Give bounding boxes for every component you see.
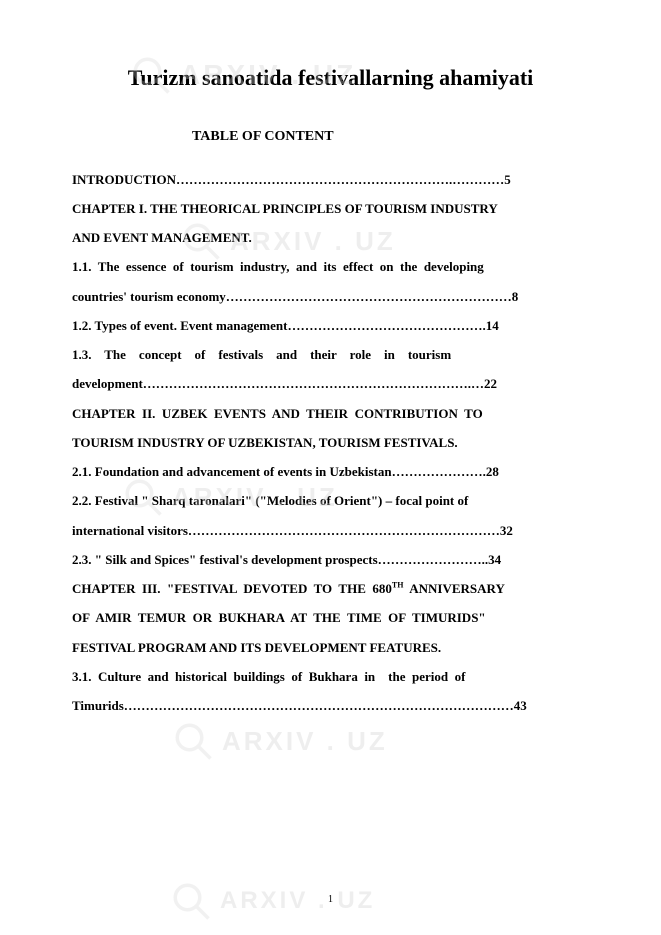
toc-2-1: 2.1. Foundation and advancement of event… — [72, 457, 589, 486]
toc-1-1-line-2: countries' tourism economy……………………………………… — [72, 282, 589, 311]
page: ARXIV . UZ ARXIV . UZ ARXIV . UZ ARXIV .… — [0, 0, 661, 935]
magnifier-icon — [172, 720, 214, 762]
document-title: Turizm sanoatida festivallarning ahamiya… — [72, 64, 589, 93]
toc-chapter-3-line-1a: CHAPTER III. "FESTIVAL DEVOTED TO THE 68… — [72, 581, 392, 596]
toc-header: TABLE OF CONTENT — [192, 129, 589, 145]
toc-chapter-3-line-1: CHAPTER III. "FESTIVAL DEVOTED TO THE 68… — [72, 574, 589, 603]
toc-3-1-line-1: 3.1. Culture and historical buildings of… — [72, 662, 589, 691]
toc-3-1-line-2: Timurids………………………………………………………………………………43 — [72, 691, 589, 720]
toc-chapter-3-line-1b: ANNIVERSARY — [403, 581, 504, 596]
toc-2-2-line-2: international visitors………………………………………………… — [72, 516, 589, 545]
page-number: 1 — [0, 894, 661, 905]
ordinal-th: TH — [392, 581, 404, 590]
toc-intro: INTRODUCTION……………………………………………………….…………5 — [72, 165, 589, 194]
toc-1-2: 1.2. Types of event. Event management………… — [72, 311, 589, 340]
watermark-text: ARXIV . UZ — [222, 726, 388, 757]
toc-chapter-1-line-1: CHAPTER I. THE THEORICAL PRINCIPLES OF T… — [72, 194, 589, 223]
toc-chapter-2-line-1: CHAPTER II. UZBEK EVENTS AND THEIR CONTR… — [72, 399, 589, 428]
toc-body: INTRODUCTION……………………………………………………….…………5 … — [72, 165, 589, 721]
toc-1-1-line-1: 1.1. The essence of tourism industry, an… — [72, 252, 589, 281]
toc-1-3-line-1: 1.3. The concept of festivals and their … — [72, 340, 589, 369]
toc-1-3-line-2: development………………………………………………………………….…22 — [72, 369, 589, 398]
toc-2-3: 2.3. " Silk and Spices" festival's devel… — [72, 545, 589, 574]
toc-chapter-3-line-2: OF AMIR TEMUR OR BUKHARA AT THE TIME OF … — [72, 603, 589, 632]
watermark: ARXIV . UZ — [172, 720, 388, 762]
toc-chapter-1-line-2: AND EVENT MANAGEMENT. — [72, 223, 589, 252]
toc-chapter-3-line-3: FESTIVAL PROGRAM AND ITS DEVELOPMENT FEA… — [72, 633, 589, 662]
toc-chapter-2-line-2: TOURISM INDUSTRY OF UZBEKISTAN, TOURISM … — [72, 428, 589, 457]
toc-2-2-line-1: 2.2. Festival " Sharq taronalari" ("Melo… — [72, 486, 589, 515]
